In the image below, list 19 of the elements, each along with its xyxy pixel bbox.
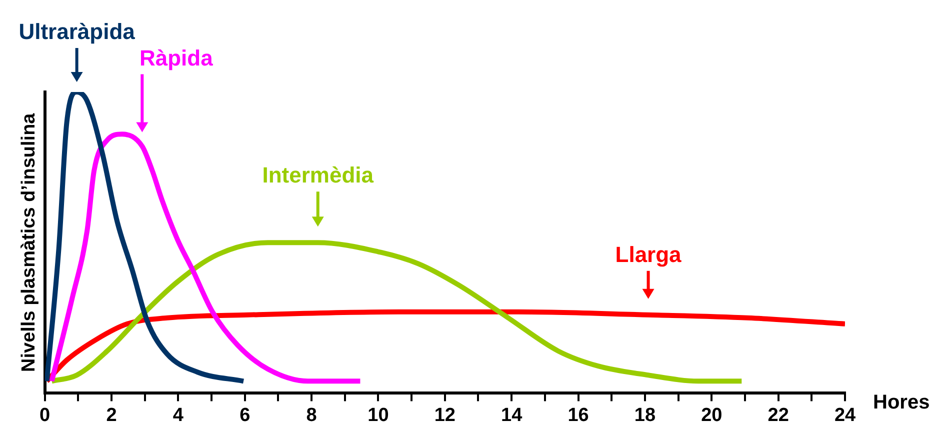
- text: Intermèdia: [262, 162, 374, 188]
- x-axis-title: Hores: [873, 392, 930, 414]
- x-tick-label: 22: [768, 404, 789, 426]
- text: Llarga: [615, 242, 682, 267]
- text: Ràpida: [139, 45, 214, 70]
- x-tick-label: 16: [568, 404, 589, 426]
- x-tick-label: 18: [634, 404, 656, 426]
- x-tick-label: 4: [172, 404, 184, 426]
- x-tick-label: 12: [434, 404, 456, 426]
- x-tick-label: 0: [40, 404, 50, 426]
- x-tick-label: 8: [306, 404, 317, 426]
- x-tick-label: 10: [368, 404, 389, 426]
- x-tick-label: 20: [701, 404, 722, 426]
- text: Ultraràpida: [18, 19, 136, 44]
- x-tick-label: 24: [834, 404, 856, 426]
- x-tick-label: 2: [106, 404, 117, 426]
- y-axis-title: Nivells plasmàtics d’insulina: [18, 112, 40, 372]
- x-tick-label: 14: [501, 404, 523, 426]
- x-tick-label: 6: [240, 404, 250, 426]
